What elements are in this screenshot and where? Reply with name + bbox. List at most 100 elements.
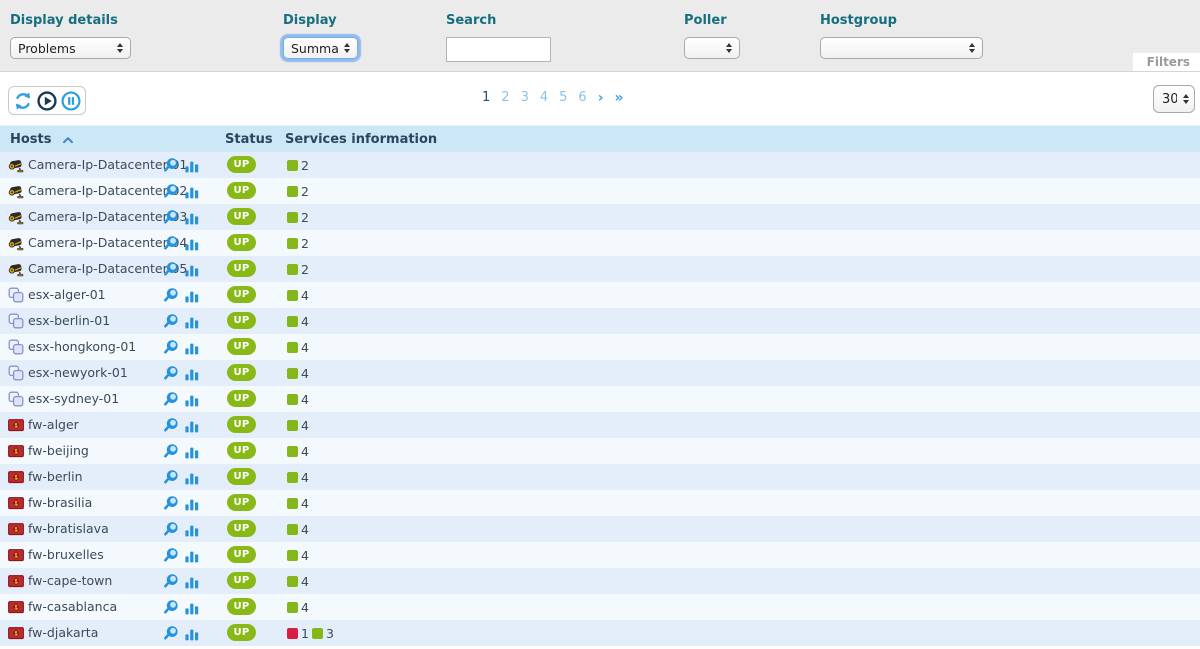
service-count[interactable]: 4: [301, 443, 309, 459]
host-name[interactable]: esx-berlin-01: [28, 313, 111, 328]
host-name[interactable]: esx-sydney-01: [28, 391, 120, 406]
host-name[interactable]: Camera-Ip-Datacenter-05: [28, 261, 188, 276]
host-name[interactable]: esx-alger-01: [28, 287, 106, 302]
view-details-icon[interactable]: [164, 287, 180, 303]
view-details-icon[interactable]: [164, 261, 180, 277]
pagination-last-icon[interactable]: »: [614, 89, 624, 106]
pagination-page-6[interactable]: 6: [578, 90, 587, 105]
pagination-page-1[interactable]: 1: [482, 90, 491, 105]
service-count[interactable]: 2: [301, 157, 309, 173]
host-name[interactable]: Camera-Ip-Datacenter-01: [28, 157, 188, 172]
pause-icon[interactable]: [60, 90, 82, 112]
view-details-icon[interactable]: [164, 443, 180, 459]
view-details-icon[interactable]: [164, 417, 180, 433]
view-details-icon[interactable]: [164, 469, 180, 485]
service-count[interactable]: 2: [301, 261, 309, 277]
column-header-hosts[interactable]: Hosts: [10, 132, 74, 147]
pagination-page-5[interactable]: 5: [559, 90, 568, 105]
graph-icon[interactable]: [184, 548, 200, 564]
service-count[interactable]: 1: [301, 625, 309, 641]
pagination-page-2[interactable]: 2: [501, 90, 510, 105]
view-details-icon[interactable]: [164, 391, 180, 407]
graph-icon[interactable]: [184, 262, 200, 278]
graph-icon[interactable]: [184, 418, 200, 434]
display-details-select[interactable]: Problems: [10, 37, 131, 59]
graph-icon[interactable]: [184, 444, 200, 460]
service-count[interactable]: 4: [301, 547, 309, 563]
view-details-icon[interactable]: [164, 625, 180, 641]
service-count[interactable]: 2: [301, 183, 309, 199]
view-details-icon[interactable]: [164, 209, 180, 225]
graph-icon[interactable]: [184, 600, 200, 616]
service-count[interactable]: 4: [301, 521, 309, 537]
host-name[interactable]: fw-alger: [28, 417, 79, 432]
view-details-icon[interactable]: [164, 313, 180, 329]
service-count[interactable]: 4: [301, 313, 309, 329]
view-details-icon[interactable]: [164, 599, 180, 615]
view-details-icon[interactable]: [164, 157, 180, 173]
filters-toggle-button[interactable]: Filters: [1132, 53, 1200, 71]
graph-icon[interactable]: [184, 366, 200, 382]
service-count[interactable]: 4: [301, 495, 309, 511]
pagination-page-3[interactable]: 3: [520, 90, 529, 105]
graph-icon[interactable]: [184, 392, 200, 408]
pagination-next-icon[interactable]: ›: [597, 89, 604, 106]
graph-icon[interactable]: [184, 158, 200, 174]
service-count[interactable]: 4: [301, 469, 309, 485]
graph-icon[interactable]: [184, 626, 200, 642]
view-details-icon[interactable]: [164, 365, 180, 381]
host-name[interactable]: fw-bratislava: [28, 521, 109, 536]
view-details-icon[interactable]: [164, 339, 180, 355]
host-name[interactable]: fw-djakarta: [28, 625, 99, 640]
service-count[interactable]: 2: [301, 235, 309, 251]
service-count[interactable]: 2: [301, 209, 309, 225]
host-name[interactable]: fw-berlin: [28, 469, 83, 484]
host-name[interactable]: fw-casablanca: [28, 599, 118, 614]
view-details-icon[interactable]: [164, 183, 180, 199]
host-name[interactable]: fw-beijing: [28, 443, 89, 458]
host-name[interactable]: esx-newyork-01: [28, 365, 128, 380]
service-count[interactable]: 3: [325, 625, 334, 641]
graph-icon[interactable]: [184, 210, 200, 226]
service-count[interactable]: 4: [301, 287, 309, 303]
view-details-icon[interactable]: [164, 547, 180, 563]
play-icon[interactable]: [36, 90, 58, 112]
view-details-icon[interactable]: [164, 521, 180, 537]
graph-icon[interactable]: [184, 314, 200, 330]
service-count[interactable]: 4: [301, 573, 309, 589]
service-count[interactable]: 4: [301, 599, 309, 615]
graph-icon[interactable]: [184, 470, 200, 486]
display-select[interactable]: Summary: [283, 37, 358, 59]
poller-select[interactable]: [684, 37, 740, 59]
service-count[interactable]: 4: [301, 339, 309, 355]
host-name[interactable]: Camera-Ip-Datacenter-02: [28, 183, 188, 198]
graph-icon[interactable]: [184, 288, 200, 304]
search-input[interactable]: [446, 37, 551, 62]
graph-icon[interactable]: [184, 236, 200, 252]
graph-icon[interactable]: [184, 574, 200, 590]
hostgroup-select[interactable]: [820, 37, 983, 59]
graph-icon[interactable]: [184, 184, 200, 200]
view-details-icon[interactable]: [164, 235, 180, 251]
host-name[interactable]: esx-hongkong-01: [28, 339, 137, 354]
service-count[interactable]: 4: [301, 417, 309, 433]
service-count[interactable]: 4: [301, 365, 309, 381]
pagination-page-4[interactable]: 4: [539, 90, 549, 105]
host-name[interactable]: fw-bruxelles: [28, 547, 104, 562]
host-name[interactable]: fw-cape-town: [28, 573, 113, 588]
host-name[interactable]: Camera-Ip-Datacenter-04: [28, 235, 188, 250]
firewall-icon: [8, 417, 24, 433]
sort-asc-icon[interactable]: [62, 136, 74, 144]
host-name[interactable]: fw-brasilia: [28, 495, 93, 510]
graph-icon[interactable]: [184, 522, 200, 538]
page-size-select[interactable]: 30: [1153, 85, 1195, 113]
column-header-status[interactable]: Status: [225, 132, 273, 147]
view-details-icon[interactable]: [164, 573, 180, 589]
graph-icon[interactable]: [184, 496, 200, 512]
view-details-icon[interactable]: [164, 495, 180, 511]
column-header-services[interactable]: Services information: [285, 132, 438, 147]
service-count[interactable]: 4: [301, 391, 309, 407]
host-name[interactable]: Camera-Ip-Datacenter-03: [28, 209, 188, 224]
refresh-icon[interactable]: [12, 90, 34, 112]
graph-icon[interactable]: [184, 340, 200, 356]
